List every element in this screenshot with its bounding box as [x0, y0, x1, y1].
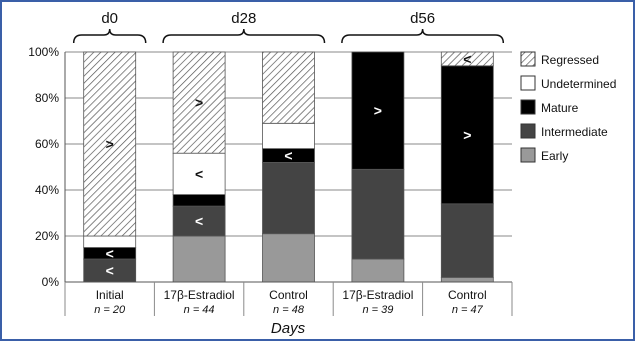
legend-swatch-early — [520, 147, 536, 163]
bar-segment-regressed — [262, 51, 315, 124]
x-axis: Initial n = 20 17β-Estradiol n = 44 Control n… — [64, 281, 513, 316]
group-braces: d0 d28 d56 — [72, 10, 505, 44]
x-category-label: 17β-Estradiol — [164, 288, 235, 302]
x-axis-title: Days — [271, 320, 306, 337]
bar-segment-intermediate — [262, 161, 315, 235]
group-label: d56 — [410, 10, 435, 27]
y-tick-label: 0% — [42, 275, 60, 289]
group-label: d0 — [101, 10, 118, 27]
segment-annotation: < — [195, 213, 203, 229]
group-label: d28 — [231, 10, 256, 27]
legend: Regressed Undetermined Mature Intermediate E… — [520, 51, 616, 163]
legend-swatch-regressed — [520, 51, 536, 67]
bar-segment-regressed — [83, 51, 137, 237]
y-tick-label: 80% — [35, 91, 59, 105]
sample-size-label: n = 20 — [94, 304, 126, 316]
group-brace — [162, 28, 326, 44]
sample-size-label: n = 47 — [452, 304, 484, 316]
bar-segment-early — [351, 258, 405, 283]
bars: > < < > < < < > > < — [83, 51, 494, 283]
y-tick-label: 40% — [35, 183, 59, 197]
bar-segment-undetermined — [172, 152, 226, 195]
sample-size-label: n = 44 — [184, 304, 215, 316]
x-category-label: Control — [448, 288, 487, 302]
sample-size-label: n = 39 — [362, 304, 393, 316]
bar-segment-early — [440, 276, 494, 283]
bar-segment-mature — [440, 65, 494, 205]
group-brace — [341, 28, 505, 44]
segment-annotation: < — [195, 166, 203, 182]
bar-segment-intermediate — [351, 168, 405, 260]
legend-label: Regressed — [541, 53, 599, 67]
segment-annotation: > — [463, 127, 471, 143]
bar-segment-early — [262, 233, 315, 283]
sample-size-label: n = 48 — [273, 304, 305, 316]
legend-swatch-undetermined — [520, 75, 536, 91]
group-brace — [72, 28, 147, 44]
segment-annotation: > — [195, 95, 203, 111]
bar-segment-mature — [172, 194, 226, 207]
legend-label: Mature — [541, 101, 579, 115]
bar-segment-regressed — [172, 51, 226, 154]
x-category-label: Initial — [96, 288, 124, 302]
legend-label: Undetermined — [541, 77, 616, 91]
y-axis: 0% 20% 40% 60% 80% 100% — [28, 45, 66, 289]
stacked-bar-chart: 0% 20% 40% 60% 80% 100% > < < > < < < > > < Initial n =… — [28, 10, 616, 337]
segment-annotation: > — [374, 103, 382, 119]
x-category-label: 17β-Estradiol — [342, 288, 413, 302]
legend-swatch-intermediate — [520, 123, 536, 139]
y-tick-label: 100% — [28, 45, 59, 59]
segment-annotation: < — [106, 245, 114, 261]
legend-label: Early — [541, 149, 568, 163]
y-tick-label: 60% — [35, 137, 59, 151]
segment-annotation: < — [463, 51, 471, 67]
bar-segment-undetermined — [262, 122, 315, 150]
legend-label: Intermediate — [541, 125, 608, 139]
bar-segment-mature — [351, 51, 405, 170]
segment-annotation: < — [284, 148, 292, 164]
bar-segment-early — [172, 235, 226, 283]
segment-annotation: < — [106, 263, 114, 279]
x-category-label: Control — [269, 288, 308, 302]
bar-segment-regressed — [440, 51, 494, 67]
bar-segment-intermediate — [440, 203, 494, 278]
legend-swatch-mature — [520, 99, 536, 115]
segment-annotation: > — [106, 136, 114, 152]
y-tick-label: 20% — [35, 229, 59, 243]
